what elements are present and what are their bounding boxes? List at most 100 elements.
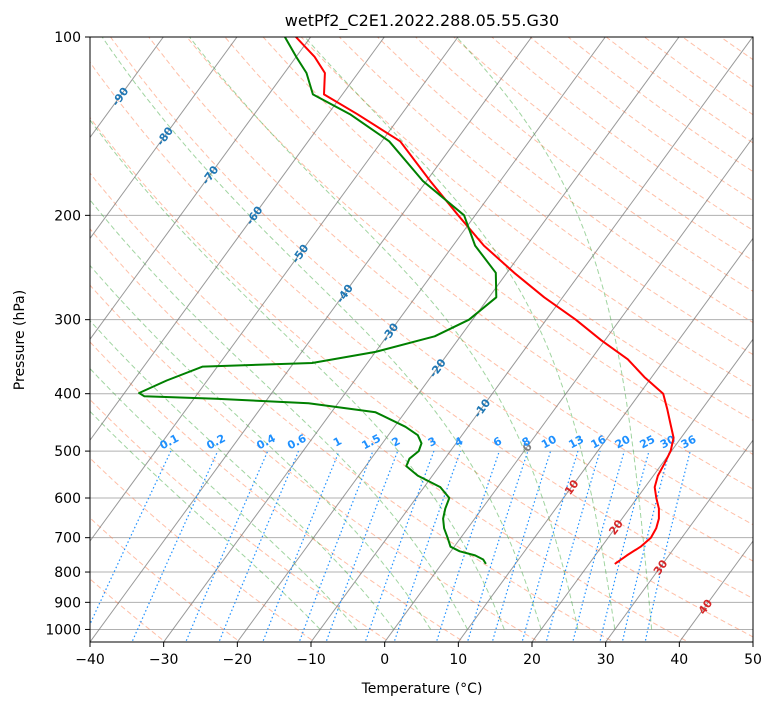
isotherm-line <box>310 37 753 642</box>
isotherm-line <box>90 37 533 642</box>
dry-adiabat-line <box>186 37 753 490</box>
x-tick-label: 0 <box>380 652 389 668</box>
isotherm-line <box>678 540 753 642</box>
mixing-ratio-line <box>325 450 399 642</box>
moist-adiabat-line <box>189 37 579 630</box>
mixing-ratio-line <box>364 450 435 642</box>
dry-adiabat-line <box>338 37 753 356</box>
y-axis-label: Pressure (hPa) <box>12 290 28 390</box>
x-tick-label: 40 <box>670 652 688 668</box>
mixing-ratio-label: 3 <box>426 434 439 449</box>
isotherm-label: -60 <box>243 203 265 227</box>
mixing-ratio-line <box>218 450 300 642</box>
dry-adiabat-line <box>377 37 753 324</box>
x-tick-label: −40 <box>75 652 105 668</box>
dry-adiabat-line <box>90 284 540 642</box>
mixing-ratio-line <box>435 450 500 642</box>
dry-adiabat-line <box>90 398 391 642</box>
y-tick-label: 300 <box>54 313 81 329</box>
mixing-ratio-line <box>644 450 691 642</box>
moist-adiabat-line <box>90 119 505 630</box>
dry-adiabat-line <box>415 37 753 292</box>
temperature-profile-line <box>295 37 675 565</box>
mixing-ratio-line <box>545 450 601 642</box>
mixing-ratio-line <box>621 450 671 642</box>
x-tick-label: −10 <box>296 652 326 668</box>
dry-adiabat-line <box>90 578 167 642</box>
dry-adiabat-line <box>491 37 753 231</box>
dry-adiabat-line <box>90 517 241 642</box>
mixing-ratio-label: 1 <box>331 434 344 449</box>
mixing-ratio-line <box>491 450 552 642</box>
x-tick-label: 50 <box>744 652 762 668</box>
moist-adiabat-line <box>90 367 358 630</box>
isotherm-line <box>90 37 385 442</box>
dry-adiabat-line <box>262 37 753 421</box>
mixing-ratio-label: 1.5 <box>360 432 383 453</box>
chart-title: wetPf2_C2E1.2022.288.05.55.G30 <box>285 11 559 31</box>
x-tick-label: −30 <box>149 652 179 668</box>
y-tick-label: 1000 <box>45 622 81 638</box>
x-tick-label: 30 <box>597 652 615 668</box>
y-tick-label: 100 <box>54 30 81 46</box>
isotherm-line <box>236 37 680 642</box>
moist-adiabat-line <box>90 410 321 630</box>
moist-adiabat-line <box>90 319 395 630</box>
isotherm-label: -50 <box>289 242 311 266</box>
mixing-ratio-line <box>521 450 579 642</box>
y-tick-label: 600 <box>54 491 81 507</box>
dry-adiabat-line <box>90 172 690 642</box>
dry-adiabat-line <box>110 37 753 562</box>
dewpoint-profile-line <box>138 37 498 565</box>
y-tick-label: 700 <box>54 531 81 547</box>
moist-adiabat-line <box>304 37 616 630</box>
mixing-ratio-line <box>393 450 462 642</box>
mixing-ratio-line <box>572 450 625 642</box>
moist-adiabat-line <box>101 37 542 630</box>
moist-adiabat-line <box>456 37 653 630</box>
dry-adiabat-line <box>90 341 466 642</box>
mixing-ratio-label: 4 <box>452 434 465 449</box>
mixing-ratio-label: 25 <box>638 433 658 452</box>
isotherm-label: -90 <box>109 85 131 109</box>
isotherm-label: 40 <box>696 597 716 617</box>
mixing-ratio-label: 36 <box>679 433 699 452</box>
isotherm-line <box>457 237 753 642</box>
plot-frame <box>89 36 754 643</box>
isotherm-label: -100 <box>62 42 89 72</box>
x-tick-label: 10 <box>449 652 467 668</box>
isotherm-label: 30 <box>651 557 671 577</box>
mixing-ratio-label: 20 <box>613 433 633 452</box>
mixing-ratio-line <box>262 450 340 642</box>
dry-adiabat-line <box>90 457 316 642</box>
dry-adiabat-line <box>720 37 753 61</box>
dry-adiabat-line <box>453 37 753 262</box>
y-tick-label: 800 <box>54 565 81 581</box>
mixing-ratio-label: 10 <box>539 433 559 452</box>
x-tick-label: −20 <box>223 652 253 668</box>
mixing-ratio-line <box>298 450 374 642</box>
dry-adiabat-line <box>644 37 753 116</box>
mixing-ratio-label: 6 <box>491 434 504 449</box>
x-tick-label: 20 <box>523 652 541 668</box>
isotherm-label: -30 <box>379 320 401 344</box>
y-tick-label: 200 <box>54 208 81 224</box>
dry-adiabat-line <box>759 37 775 644</box>
x-axis-label: Temperature (°C) <box>361 681 483 697</box>
isotherm-label: -20 <box>427 356 449 380</box>
mixing-ratio-label: 0.4 <box>254 432 278 453</box>
mixing-ratio-label: 0.1 <box>158 432 181 453</box>
y-tick-label: 900 <box>54 595 81 611</box>
isotherm-line <box>90 37 238 240</box>
mixing-ratio-label: 0.2 <box>204 432 227 453</box>
dry-adiabat-line <box>148 37 753 526</box>
isotherm-line <box>752 641 753 642</box>
mixing-ratio-line <box>466 450 529 642</box>
isotherm-label: -70 <box>199 163 221 187</box>
mixing-ratio-line <box>599 450 650 642</box>
dry-adiabat-line <box>682 37 753 88</box>
isotherm-label: -80 <box>154 124 176 148</box>
mixing-ratio-label: 16 <box>589 433 609 452</box>
mixing-ratio-label: 2 <box>390 434 403 449</box>
